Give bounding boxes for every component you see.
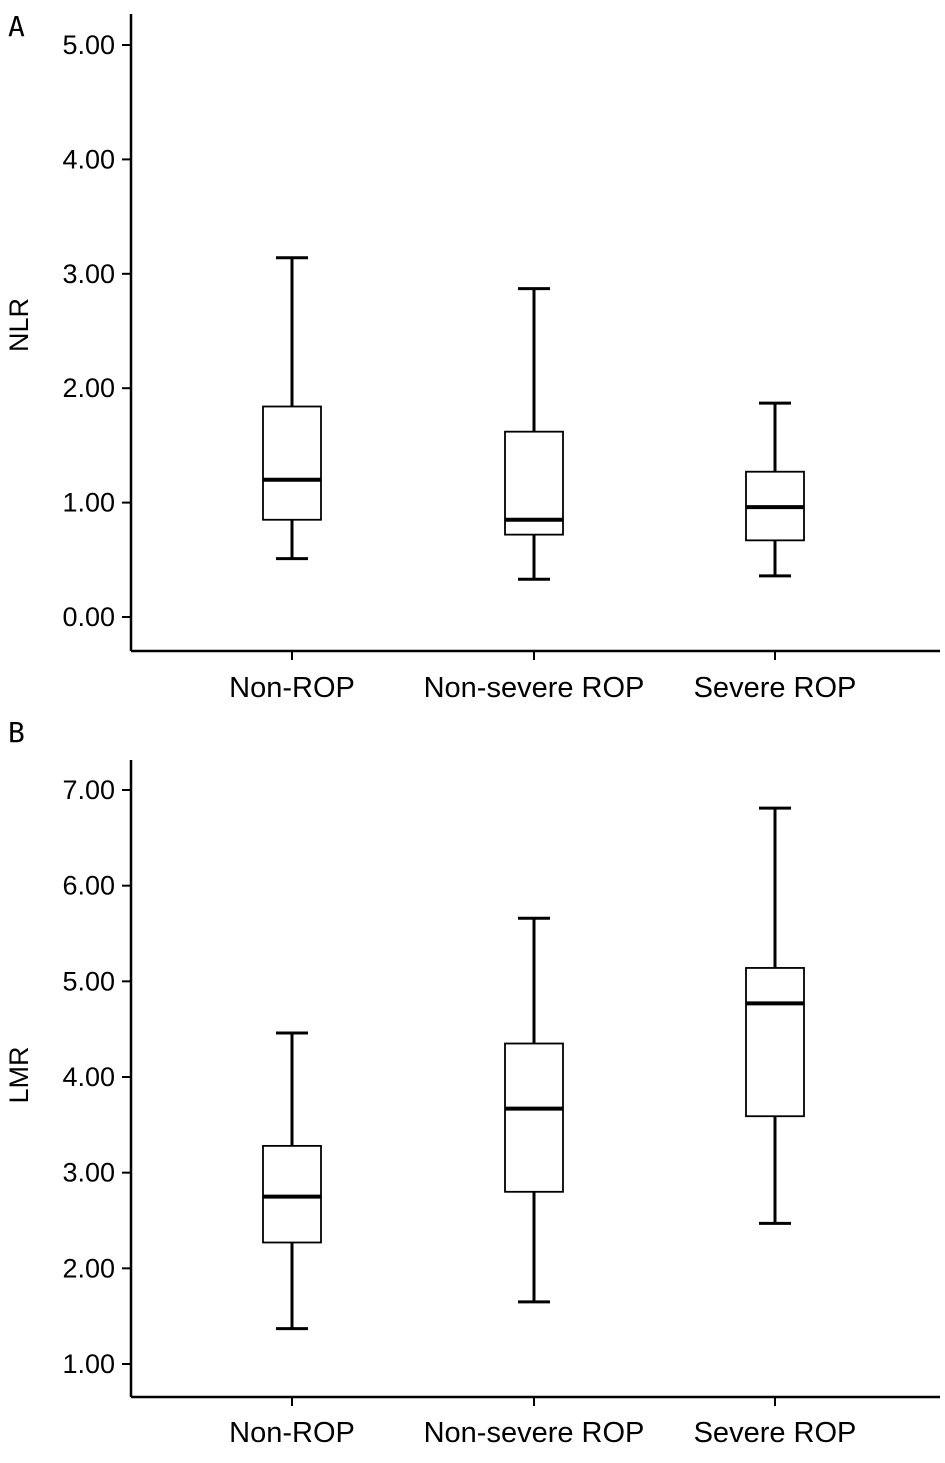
iqr-box <box>262 405 322 521</box>
y-tick-label: 4.00 <box>62 144 115 174</box>
panel-label: A <box>8 10 25 43</box>
x-tick-label: Non-severe ROP <box>424 672 645 704</box>
x-tick-label: Severe ROP <box>694 1417 857 1449</box>
iqr-box <box>262 1144 322 1244</box>
iqr-box <box>504 1042 564 1193</box>
y-tick-label: 2.00 <box>62 373 115 403</box>
x-tick-label: Non-ROP <box>229 672 355 704</box>
y-tick-label: 0.00 <box>62 602 115 632</box>
box-3 <box>745 401 805 578</box>
y-tick-label: 2.00 <box>62 1253 115 1283</box>
box-3 <box>745 806 805 1225</box>
y-axis-label: NLR <box>4 298 34 352</box>
iqr-box <box>745 967 805 1118</box>
iqr-box <box>504 430 564 536</box>
y-tick-label: 7.00 <box>62 775 115 805</box>
x-tick-label: Non-ROP <box>229 1417 355 1449</box>
box-1 <box>262 1031 322 1331</box>
box-2 <box>504 916 564 1304</box>
y-tick-label: 3.00 <box>62 259 115 289</box>
x-tick-label: Non-severe ROP <box>424 1417 645 1449</box>
box-2 <box>504 287 564 581</box>
y-tick-label: 3.00 <box>62 1158 115 1188</box>
box-1 <box>262 256 322 561</box>
y-tick-label: 4.00 <box>62 1062 115 1092</box>
y-tick-label: 1.00 <box>62 488 115 518</box>
panel-label: B <box>8 716 25 749</box>
y-tick-label: 5.00 <box>62 30 115 60</box>
y-tick-label: 5.00 <box>62 966 115 996</box>
y-axis-label: LMR <box>4 1046 34 1103</box>
panel-a: A 0.00 1.00 2.00 3.00 4.00 5.00 NLR Non-ROP Non-s… <box>4 10 940 704</box>
y-tick-label: 1.00 <box>62 1349 115 1379</box>
x-tick-label: Severe ROP <box>694 672 857 704</box>
y-tick-label: 6.00 <box>62 871 115 901</box>
panel-b: B 1.00 2.00 3.00 4.00 5.00 6.00 7.00 LMR Non-ROP N… <box>4 716 940 1449</box>
